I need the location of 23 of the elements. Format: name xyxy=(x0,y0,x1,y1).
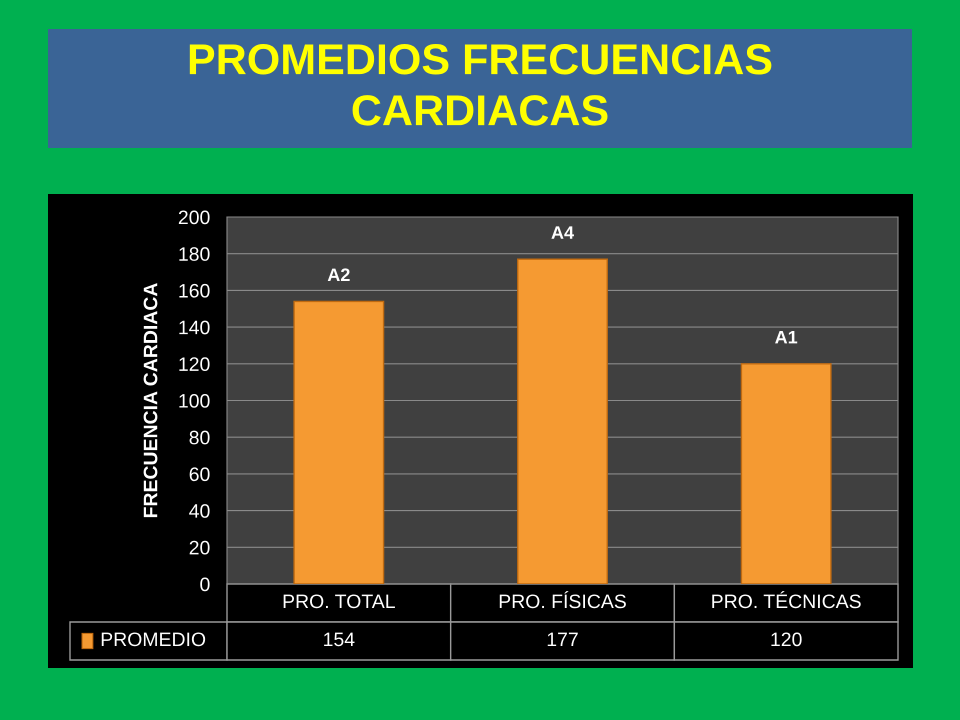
annotation: A2 xyxy=(328,268,350,281)
x-tick-label: PRO. TÉCNICAS xyxy=(712,591,861,608)
data-label: 120 xyxy=(771,632,802,646)
y-tick-label: 160 xyxy=(179,284,210,298)
y-tick-label: 80 xyxy=(190,430,210,444)
y-tick-label: 0 xyxy=(200,577,210,592)
annotation: A1 xyxy=(775,330,798,344)
y-tick-label: 100 xyxy=(179,394,210,408)
y-tick-label: 140 xyxy=(179,320,210,334)
chart-title: PROMEDIOS FRECUENCIAS CARDIACAS xyxy=(190,44,772,126)
y-tick-label: 60 xyxy=(190,467,210,482)
x-tick-label: PRO. TOTAL xyxy=(284,594,395,608)
y-axis-title: FRECUENCIA CARDIACA xyxy=(144,283,158,518)
y-tick-label: 20 xyxy=(190,540,210,555)
data-label: 154 xyxy=(324,632,354,646)
x-tick-label: PRO. FÍSICAS xyxy=(500,591,626,608)
y-tick-label: 40 xyxy=(189,504,210,518)
y-tick-label: 200 xyxy=(178,210,210,224)
data-label: 177 xyxy=(548,632,578,646)
y-tick-label: 120 xyxy=(179,357,210,372)
y-tick-label: 180 xyxy=(179,247,210,261)
legend-label: PROMEDIO xyxy=(102,632,206,646)
annotation: A4 xyxy=(551,226,574,239)
